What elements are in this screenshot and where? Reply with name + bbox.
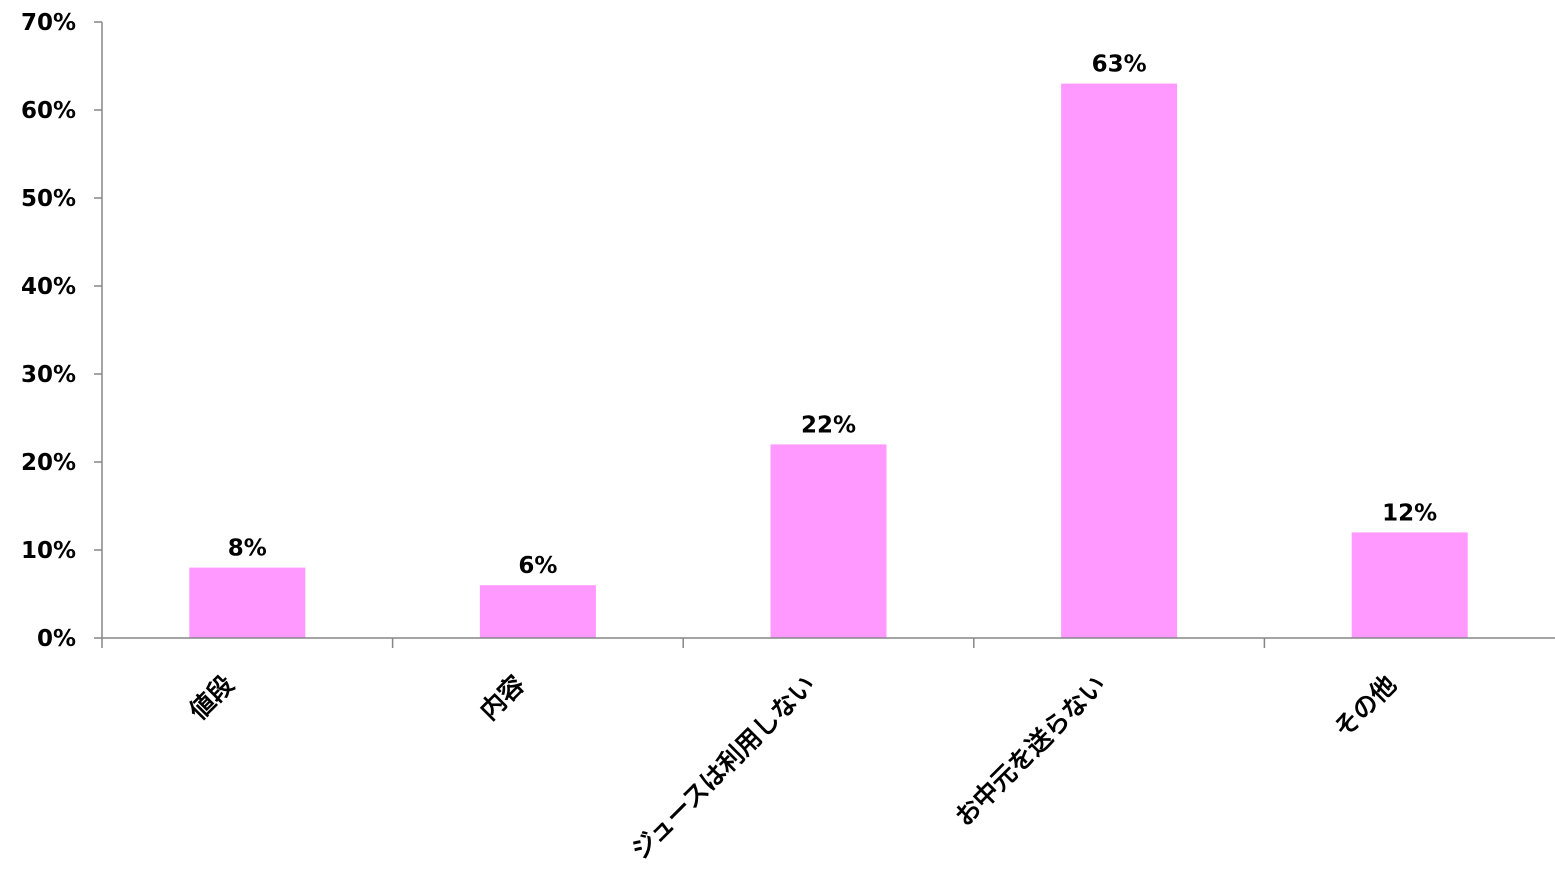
- y-tick-label: 30%: [21, 362, 76, 388]
- y-tick-label: 10%: [21, 538, 76, 564]
- x-category-label: 内容: [474, 670, 530, 726]
- y-tick-label: 50%: [21, 186, 76, 212]
- data-label: 8%: [228, 536, 267, 562]
- labels-group: 8% 6% 22% 63% 12% 0% 10% 20% 30% 40% 50% 60% 70% 値段 内容…: [21, 10, 1437, 865]
- y-tick-label: 20%: [21, 450, 76, 476]
- data-label: 63%: [1092, 52, 1147, 78]
- bar: [479, 585, 596, 638]
- x-category-label: お中元を送らない: [949, 670, 1111, 832]
- bar: [189, 567, 306, 638]
- y-tick-label: 70%: [21, 10, 76, 36]
- x-category-label: 値段: [183, 670, 240, 727]
- x-category-label: ジュースは利用しない: [626, 670, 821, 865]
- bar: [1061, 83, 1178, 639]
- y-tick-label: 40%: [21, 274, 76, 300]
- x-category-label: その他: [1328, 670, 1402, 744]
- bar: [1351, 532, 1468, 638]
- bar: [770, 444, 887, 638]
- axes-group: [94, 21, 1555, 648]
- data-label: 6%: [518, 553, 557, 579]
- data-label: 22%: [801, 412, 856, 438]
- y-tick-label: 60%: [21, 98, 76, 124]
- y-tick-label: 0%: [37, 626, 76, 652]
- data-label: 12%: [1382, 500, 1437, 526]
- bars-group: [189, 83, 1468, 639]
